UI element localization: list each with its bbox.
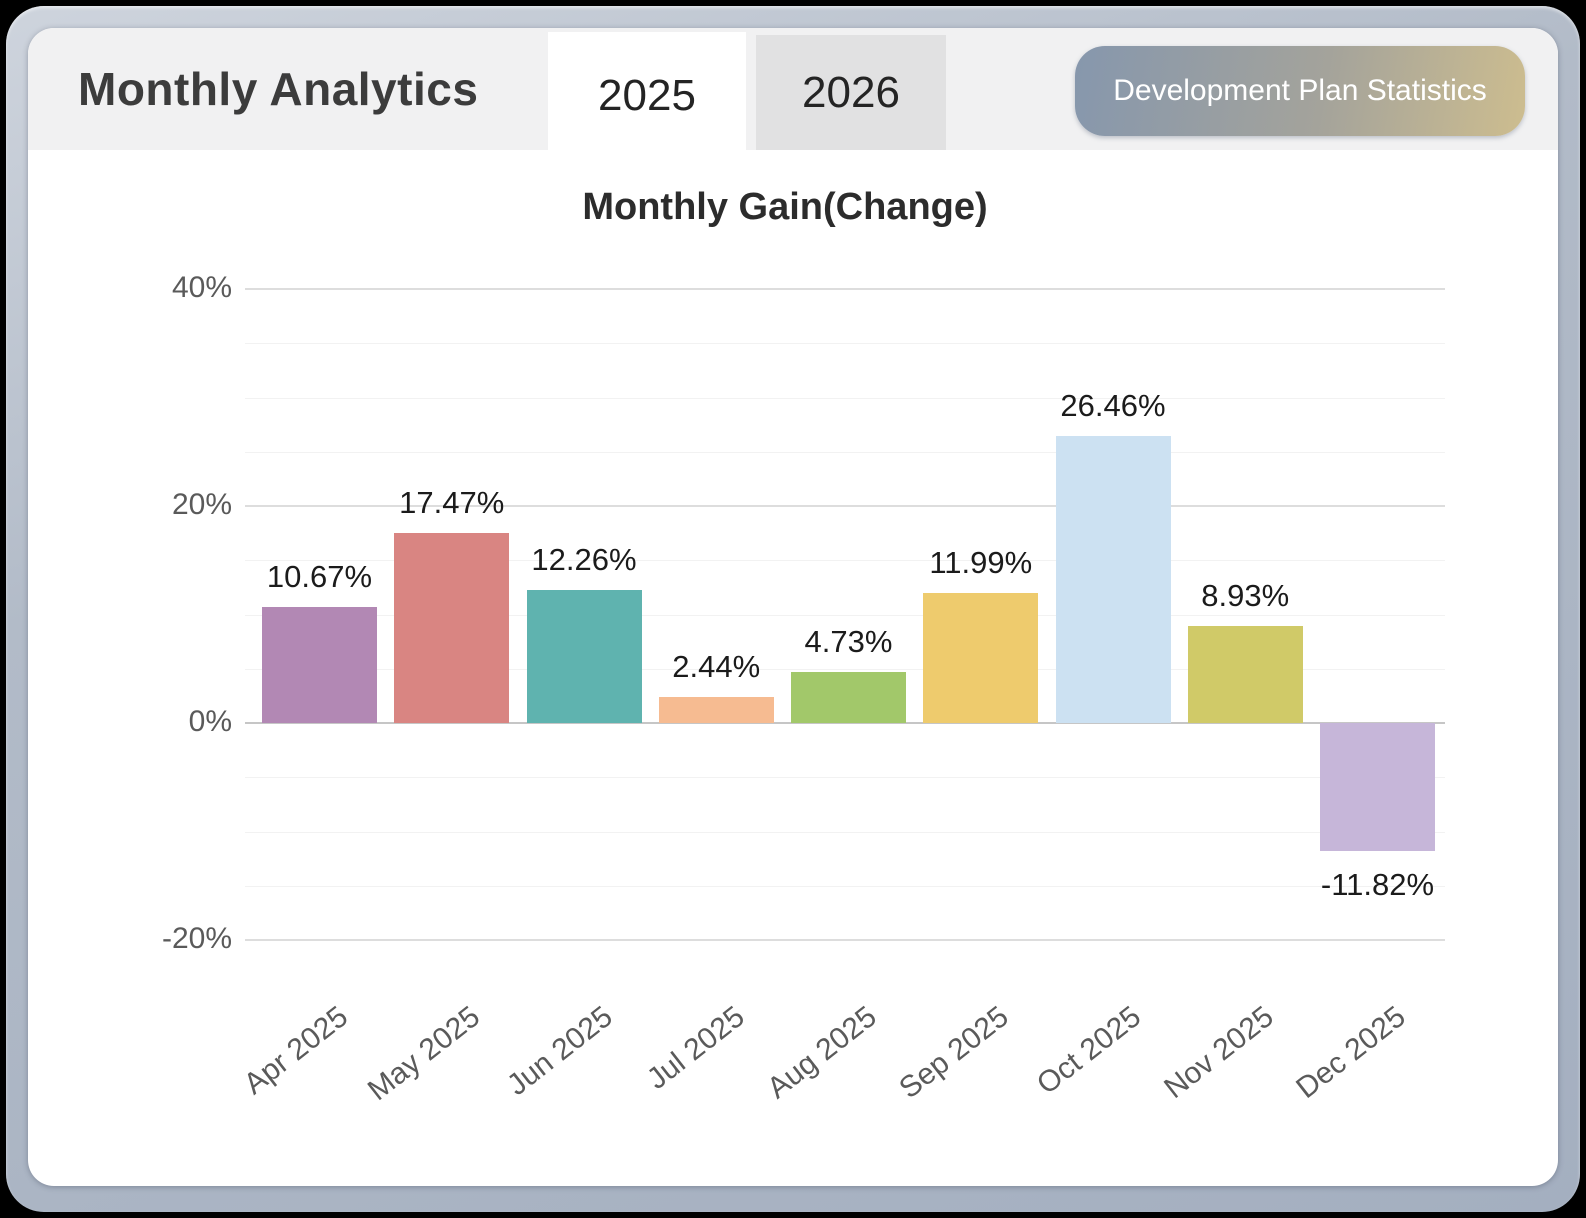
gridline-minor — [245, 397, 1445, 399]
value-label-nov-2025: 8.93% — [1201, 578, 1290, 614]
gridline-minor — [245, 831, 1445, 833]
development-plan-statistics-button[interactable]: Development Plan Statistics — [1075, 46, 1525, 136]
value-label-oct-2025: 26.46% — [1060, 387, 1166, 423]
x-axis-tick-label-jun-2025: Jun 2025 — [500, 1000, 619, 1103]
value-label-may-2025: 17.47% — [399, 485, 505, 521]
x-axis-tick-label-may-2025: May 2025 — [361, 1000, 487, 1108]
value-label-apr-2025: 10.67% — [266, 559, 373, 595]
x-axis-tick-label-aug-2025: Aug 2025 — [761, 1000, 883, 1106]
x-axis-tick-label-sep-2025: Sep 2025 — [893, 1000, 1016, 1106]
value-label-dec-2025: -11.82% — [1320, 867, 1435, 903]
chart-title: Monthly Gain(Change) — [582, 186, 988, 228]
bar-dec-2025[interactable] — [1320, 723, 1435, 852]
bar-may-2025[interactable] — [394, 533, 510, 723]
bar-sep-2025[interactable] — [923, 592, 1039, 723]
y-axis-tick-label: 0% — [188, 705, 232, 738]
value-label-jun-2025: 12.26% — [531, 541, 637, 577]
bar-jun-2025[interactable] — [526, 589, 642, 723]
page-title: Monthly Analytics — [78, 63, 479, 115]
y-axis-tick-label: -20% — [161, 922, 232, 955]
gridline-major — [245, 505, 1445, 507]
gridline-minor — [245, 777, 1445, 779]
gridline-minor — [245, 343, 1445, 345]
tab-2026[interactable]: 2026 — [756, 35, 946, 150]
analytics-card: Monthly Analytics 2025 2026 Development … — [28, 28, 1558, 1186]
gridline-minor — [245, 668, 1445, 670]
x-axis-tick-label-nov-2025: Nov 2025 — [1158, 1000, 1280, 1106]
zero-axis-line — [245, 722, 1445, 724]
y-axis-tick-label: 40% — [171, 271, 232, 304]
gridline-minor — [245, 614, 1445, 616]
value-label-jul-2025: 2.44% — [672, 648, 761, 684]
x-axis-tick-label-dec-2025: Dec 2025 — [1290, 1000, 1412, 1106]
bar-jul-2025[interactable] — [658, 696, 774, 723]
x-axis-tick-label-jul-2025: Jul 2025 — [640, 1000, 751, 1096]
gridline-major — [245, 939, 1445, 941]
bar-apr-2025[interactable] — [262, 607, 377, 723]
bar-nov-2025[interactable] — [1187, 626, 1303, 723]
x-axis-tick-label-apr-2025: Apr 2025 — [237, 1000, 354, 1101]
x-axis-tick-label-oct-2025: Oct 2025 — [1031, 1000, 1148, 1101]
bar-chart: 40% 20% 0% -20% 10.67% Apr 2025 17.47% May 2025… — [28, 28, 1558, 1186]
tab-2025[interactable]: 2025 — [548, 32, 746, 160]
bar-aug-2025[interactable] — [791, 671, 906, 723]
gridline-minor — [245, 451, 1445, 453]
value-label-sep-2025: 11.99% — [929, 544, 1033, 580]
bar-oct-2025[interactable] — [1055, 435, 1171, 723]
y-axis-tick-label: 20% — [171, 488, 232, 521]
gridline-minor — [245, 560, 1445, 562]
value-label-aug-2025: 4.73% — [804, 623, 893, 659]
gridline-major — [245, 288, 1445, 290]
gridline-minor — [245, 885, 1445, 887]
